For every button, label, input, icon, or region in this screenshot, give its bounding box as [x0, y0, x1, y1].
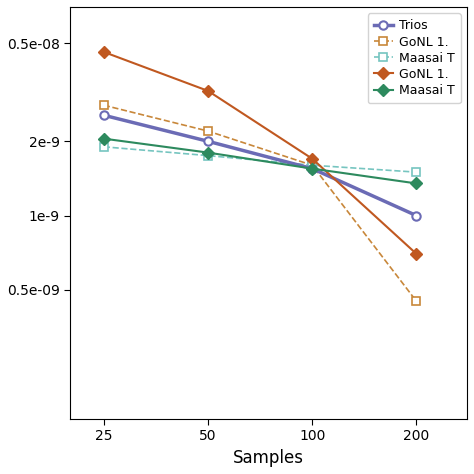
Line: GoNL 1.: GoNL 1.: [100, 101, 420, 305]
Trios: [414, 213, 419, 219]
Maasai T: [310, 166, 315, 172]
GoNL 1.: [310, 163, 315, 168]
GoNL 1.: [101, 102, 107, 108]
Legend: Trios, GoNL 1., Maasai T, GoNL 1., Maasai T: Trios, GoNL 1., Maasai T, GoNL 1., Maasa…: [367, 13, 461, 103]
Maasai T: [310, 163, 315, 168]
GoNL 1.: [414, 299, 419, 304]
Line: GoNL 1.: GoNL 1.: [100, 48, 420, 258]
Line: Maasai T: Maasai T: [100, 135, 420, 188]
Trios: [205, 138, 211, 144]
Trios: [310, 166, 315, 172]
Trios: [101, 112, 107, 118]
GoNL 1.: [310, 156, 315, 162]
Maasai T: [101, 136, 107, 142]
Line: Trios: Trios: [100, 111, 420, 220]
GoNL 1.: [101, 49, 107, 55]
Maasai T: [205, 153, 211, 158]
Maasai T: [205, 150, 211, 155]
GoNL 1.: [205, 88, 211, 94]
GoNL 1.: [414, 251, 419, 257]
Maasai T: [414, 181, 419, 186]
Maasai T: [101, 144, 107, 150]
X-axis label: Samples: Samples: [233, 449, 304, 467]
Maasai T: [414, 169, 419, 175]
GoNL 1.: [205, 128, 211, 134]
Line: Maasai T: Maasai T: [100, 143, 420, 176]
